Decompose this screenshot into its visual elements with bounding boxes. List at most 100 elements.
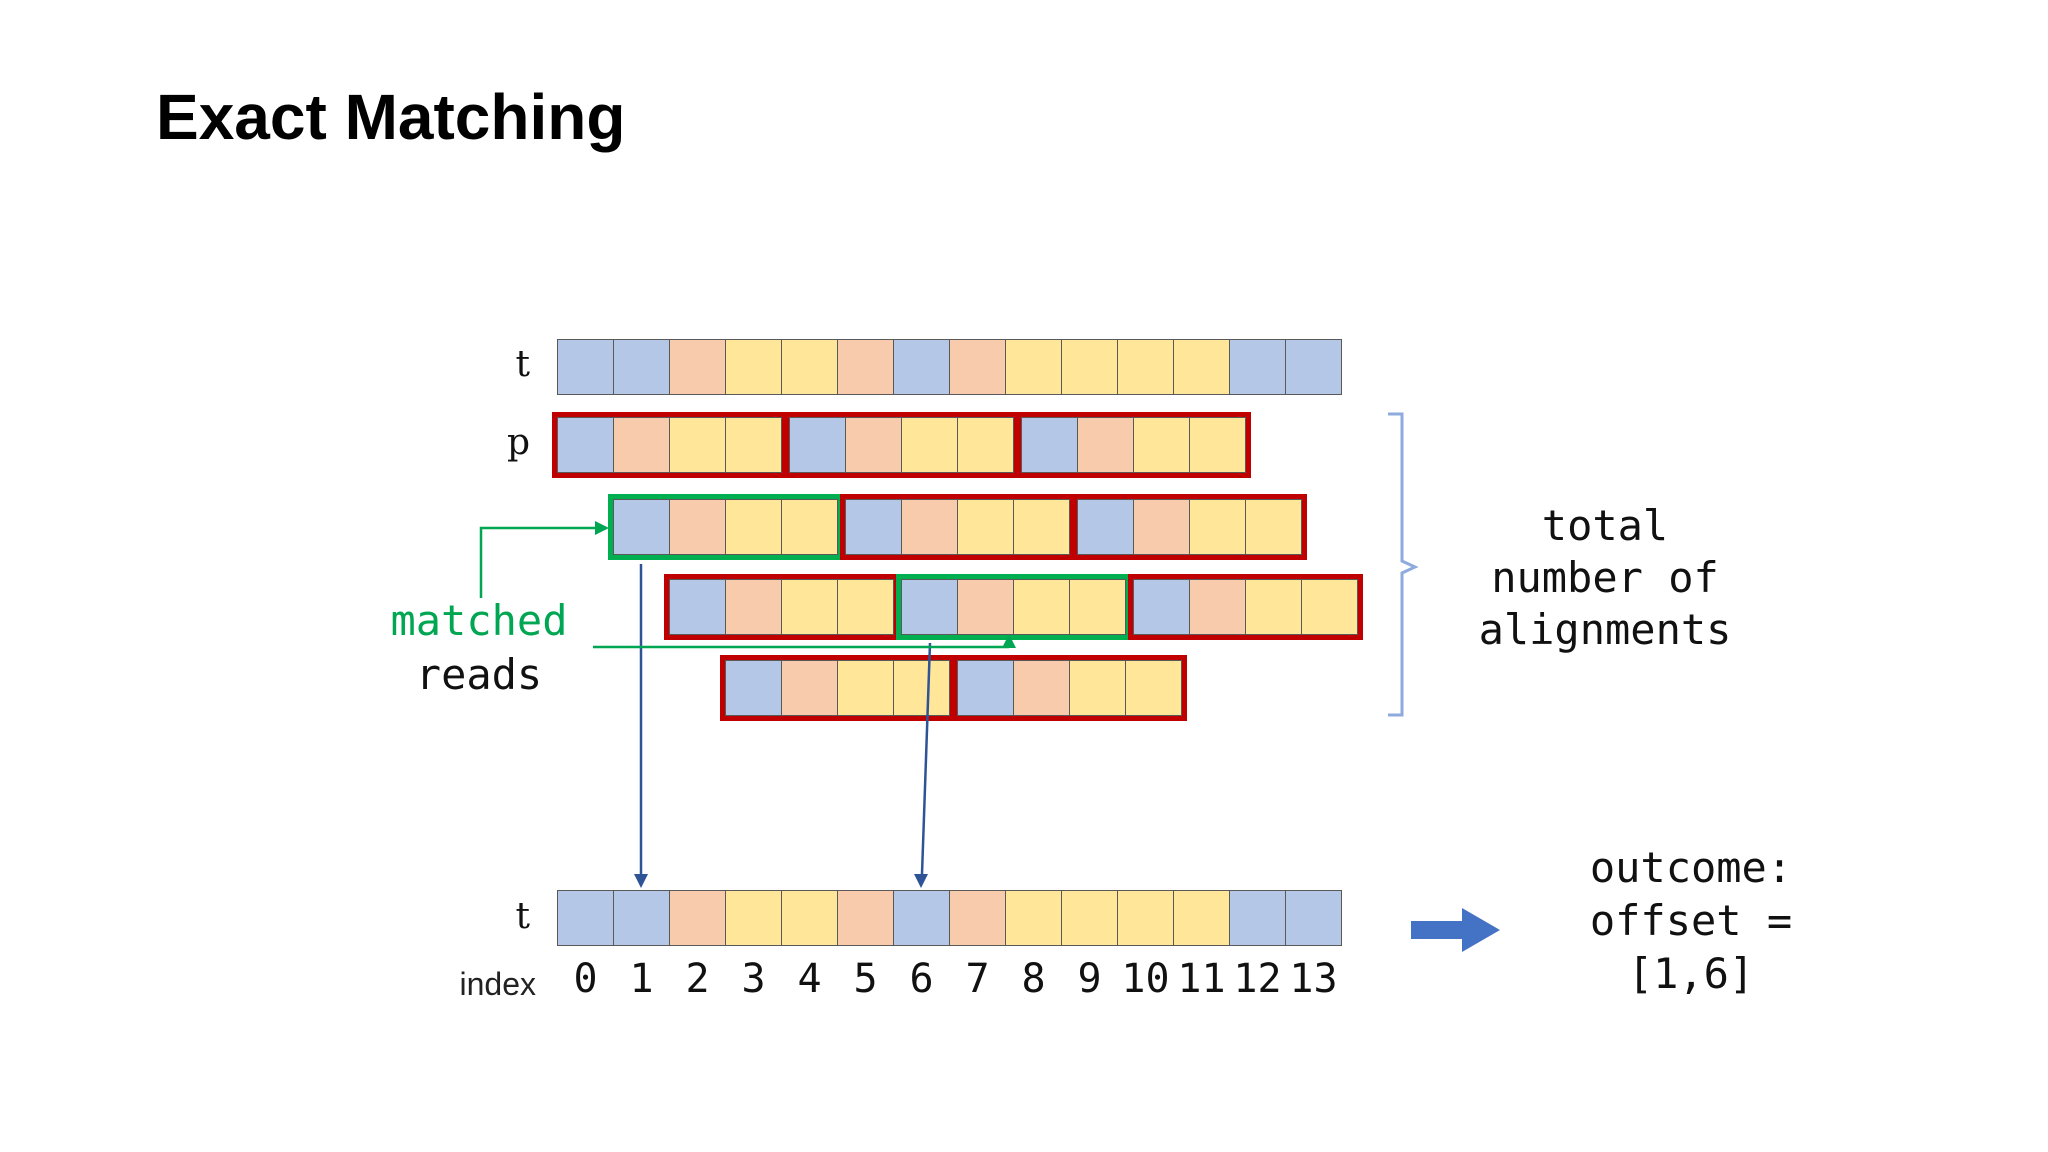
t-bottom-cell	[1173, 890, 1230, 946]
read-cell	[845, 417, 902, 473]
t-top-cell	[949, 339, 1006, 395]
index-number: 2	[685, 956, 710, 1002]
index-number: 8	[1021, 956, 1046, 1002]
index-number: 9	[1077, 956, 1102, 1002]
read-cell	[901, 417, 958, 473]
t-top-cell	[1173, 339, 1230, 395]
alignments-bracket	[1388, 412, 1419, 717]
t-bottom-cell	[781, 890, 838, 946]
read-cell	[781, 499, 838, 555]
index-number: 12	[1233, 956, 1282, 1002]
index-number: 6	[909, 956, 934, 1002]
read-cell	[781, 660, 838, 716]
t-bottom-cell	[1005, 890, 1062, 946]
t-top-cell	[1285, 339, 1342, 395]
read-cell	[669, 579, 726, 635]
t-top-cell	[1061, 339, 1118, 395]
alignment-outline	[552, 412, 787, 478]
page-title: Exact Matching	[156, 81, 626, 153]
outcome-line: [1,6]	[1627, 949, 1755, 998]
read-cell	[957, 417, 1014, 473]
matched-word: matched	[390, 596, 568, 645]
read-cell	[613, 417, 670, 473]
outcome-block-arrow	[1411, 908, 1500, 952]
note-line: number of	[1491, 553, 1719, 602]
outcome-line: outcome:	[1589, 843, 1793, 892]
read-cell	[845, 499, 902, 555]
read-cell	[837, 579, 894, 635]
index-number: 7	[965, 956, 990, 1002]
t-bottom-cell	[893, 890, 950, 946]
read-cell	[1133, 499, 1190, 555]
matched-pointer-1	[479, 521, 609, 598]
t-top-cell	[1005, 339, 1062, 395]
read-cell	[957, 660, 1014, 716]
read-cell	[1245, 579, 1302, 635]
read-cell	[1021, 417, 1078, 473]
index-number: 11	[1177, 956, 1226, 1002]
t-bottom-cell	[1229, 890, 1286, 946]
t-bottom-cell	[613, 890, 670, 946]
t-top-cell	[893, 339, 950, 395]
read-cell	[669, 499, 726, 555]
read-cell	[725, 417, 782, 473]
read-cell	[1077, 499, 1134, 555]
index-number: 4	[797, 956, 822, 1002]
alignment-outline	[1128, 574, 1363, 640]
read-cell	[781, 579, 838, 635]
read-cell	[1013, 499, 1070, 555]
t-top-cell	[725, 339, 782, 395]
t-row-label-top: t	[515, 344, 530, 385]
note-line: total	[1541, 501, 1669, 550]
t-bottom-cell	[725, 890, 782, 946]
t-row-label-bottom: t	[515, 896, 530, 937]
read-cell	[1125, 660, 1182, 716]
t-bottom-cell	[1285, 890, 1342, 946]
read-cell	[725, 660, 782, 716]
index-number: 0	[573, 956, 598, 1002]
outcome-note: outcome: offset = [1,6]	[1531, 841, 1851, 1000]
read-cell	[1077, 417, 1134, 473]
read-cell	[613, 499, 670, 555]
index-number: 10	[1121, 956, 1170, 1002]
t-bottom-cell	[949, 890, 1006, 946]
t-top-cell	[1117, 339, 1174, 395]
index-number: 5	[853, 956, 878, 1002]
t-bottom-cell	[557, 890, 614, 946]
read-cell	[1189, 499, 1246, 555]
t-top-cell	[781, 339, 838, 395]
t-top-cell	[669, 339, 726, 395]
matched-reads-label: matched reads	[349, 594, 609, 702]
read-cell	[1013, 660, 1070, 716]
read-cell	[789, 417, 846, 473]
p-row-label: p	[506, 422, 530, 463]
alignment-outline	[1072, 494, 1307, 560]
read-cell	[1189, 417, 1246, 473]
read-cell	[557, 417, 614, 473]
index-number: 1	[629, 956, 654, 1002]
read-cell	[1013, 579, 1070, 635]
read-cell	[1301, 579, 1358, 635]
alignment-outline	[784, 412, 1019, 478]
alignment-outline	[1016, 412, 1251, 478]
matched-read-outline	[896, 574, 1131, 640]
t-top-cell	[837, 339, 894, 395]
read-cell	[1069, 579, 1126, 635]
t-bottom-cell	[669, 890, 726, 946]
alignment-outline	[664, 574, 899, 640]
t-bottom-cell	[1061, 890, 1118, 946]
alignment-outline	[840, 494, 1075, 560]
note-line: alignments	[1478, 605, 1732, 654]
t-bottom-cell	[837, 890, 894, 946]
matched-read-outline	[608, 494, 843, 560]
alignment-outline	[952, 655, 1187, 721]
read-cell	[901, 579, 958, 635]
read-cell	[669, 417, 726, 473]
outcome-line: offset =	[1589, 896, 1793, 945]
read-cell	[957, 499, 1014, 555]
read-cell	[1189, 579, 1246, 635]
read-cell	[1245, 499, 1302, 555]
offset-arrow-1	[634, 564, 648, 888]
index-number: 3	[741, 956, 766, 1002]
